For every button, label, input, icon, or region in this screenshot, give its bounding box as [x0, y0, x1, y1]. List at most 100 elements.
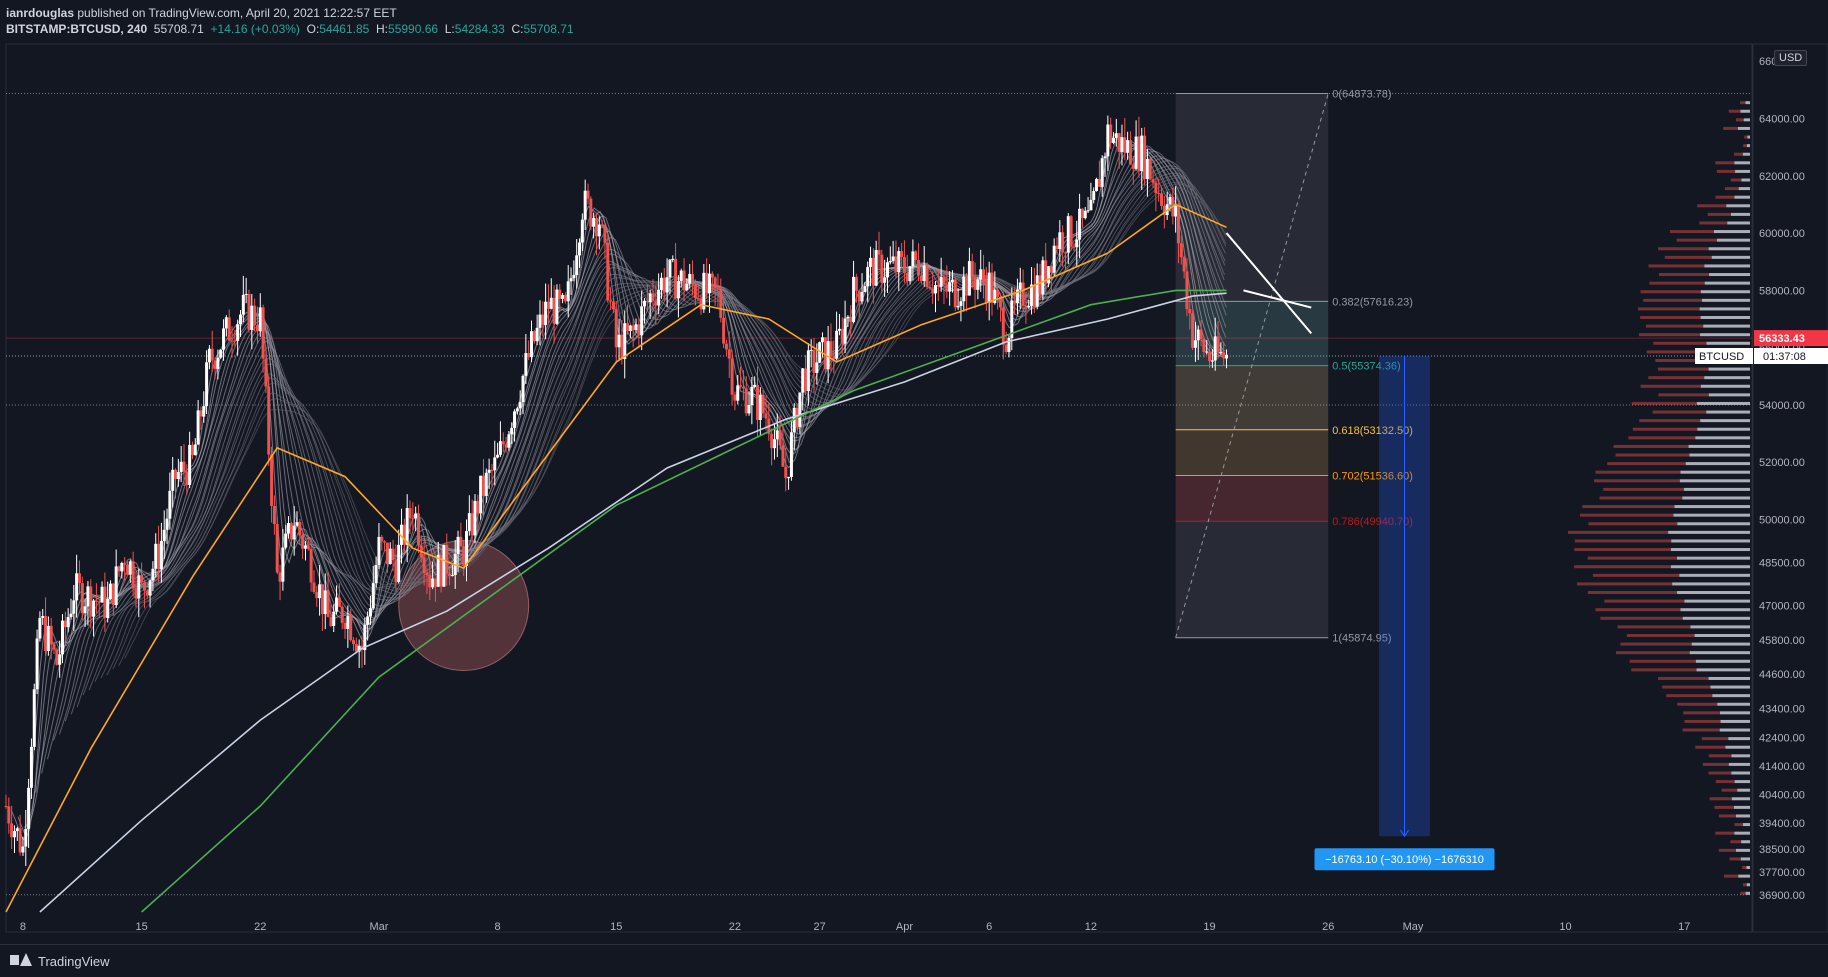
candle-body [1114, 133, 1118, 139]
volume-profile-bar [1587, 556, 1677, 560]
candle-body [1066, 216, 1070, 253]
volume-profile-bar [1703, 324, 1750, 328]
candle-body [1191, 313, 1195, 348]
candle-body [826, 341, 830, 370]
volume-profile-bar [1740, 109, 1750, 113]
candle-body [1007, 337, 1011, 352]
candle-body [148, 580, 152, 596]
volume-profile-bar [1741, 840, 1750, 844]
volume-profile-bar [1677, 522, 1750, 526]
candle-body [94, 600, 98, 602]
price-chart[interactable]: 0(64873.78) 0.382(57616.23) 0.5(55374.36) 0… [0, 0, 1828, 944]
candle-body [691, 273, 695, 285]
candle-body [730, 358, 734, 395]
candle-body [416, 513, 420, 546]
candle-body [770, 433, 774, 449]
candle-body [171, 469, 175, 491]
time-tick-label: 15 [610, 921, 622, 933]
candle-body [255, 325, 259, 332]
candle-body [914, 251, 918, 261]
candle-body [843, 318, 847, 344]
candle-body [628, 325, 632, 332]
candle-body [804, 368, 808, 392]
candle-body [1225, 354, 1229, 359]
volume-profile-bar [1577, 582, 1673, 586]
candle-body [92, 600, 96, 617]
volume-profile-bar [1600, 616, 1683, 620]
candle-body [32, 689, 36, 747]
open-value: 54461.85 [319, 22, 370, 36]
volume-profile-bar [1700, 316, 1750, 320]
volume-profile-bar [1677, 591, 1750, 595]
volume-profile-bar [1709, 797, 1732, 801]
candle-body [902, 256, 906, 273]
volume-profile-bar [1745, 891, 1750, 895]
volume-profile-bar [1668, 530, 1750, 534]
candle-body [247, 293, 251, 330]
candle-body [100, 586, 104, 603]
candle-body [623, 323, 627, 360]
candle-body [561, 295, 565, 299]
candle-body [405, 508, 409, 545]
candle-body [1109, 124, 1113, 143]
volume-profile-bar [1747, 135, 1750, 139]
tradingview-logo[interactable]: TradingView [10, 953, 110, 969]
candle-body [1179, 243, 1183, 258]
candle-body [27, 787, 31, 829]
volume-profile-bar [1677, 702, 1718, 706]
high-label: H: [376, 22, 389, 36]
volume-profile-bar [1706, 341, 1750, 345]
published-text: published on TradingView.com, April 20, … [77, 6, 397, 20]
volume-profile-bar [1724, 187, 1739, 191]
volume-profile-bar [1740, 891, 1746, 895]
candle-body [397, 544, 401, 582]
symbol-label[interactable]: BITSTAMP:BTCUSD, 240 [6, 22, 148, 36]
volume-profile-bar [1688, 444, 1750, 448]
candle-body [244, 293, 248, 295]
volume-profile-bar [1680, 470, 1750, 474]
candle-body [617, 334, 621, 348]
candle-body [852, 276, 856, 322]
candle-body [456, 536, 460, 555]
measure-label: −16763.10 (−30.10%) −1676310 [1325, 854, 1484, 866]
trendline [1225, 232, 1313, 334]
candle-body [812, 349, 816, 373]
candle-body [1061, 232, 1065, 253]
candle-body [1069, 216, 1073, 247]
candle-body [945, 284, 949, 292]
volume-profile-bar [1674, 505, 1750, 509]
candle-body [154, 543, 158, 569]
moving-average-line [39, 292, 1227, 913]
candle-body [38, 617, 42, 639]
volume-profile-bar [1655, 358, 1708, 362]
candle-body [1148, 158, 1152, 180]
candle-body [298, 522, 302, 536]
author-name[interactable]: ianrdouglas [6, 6, 75, 20]
candle-body [258, 307, 262, 332]
candle-body [1038, 275, 1042, 295]
candle-body [1013, 300, 1017, 304]
candle-body [1041, 260, 1045, 295]
candle-body [761, 394, 765, 414]
candle-body [106, 599, 110, 618]
moving-average-line [141, 289, 1227, 913]
candle-body [987, 272, 991, 303]
candle-body [1063, 252, 1067, 254]
candle-body [724, 343, 728, 350]
volume-profile-bar [1735, 169, 1750, 173]
candle-body [1075, 239, 1079, 248]
time-tick-label: 6 [986, 921, 992, 933]
volume-profile-bar [1615, 651, 1690, 655]
candle-body [541, 314, 545, 325]
candle-body [594, 218, 598, 237]
volume-profile-bar [1691, 642, 1750, 646]
volume-profile-bar [1728, 737, 1750, 741]
candle-body [1182, 257, 1186, 272]
volume-profile-bar [1657, 676, 1709, 680]
close-value: 55708.71 [523, 22, 574, 36]
candle-body [193, 444, 197, 456]
candle-body [1168, 196, 1172, 205]
candle-body [818, 342, 822, 363]
currency-button[interactable]: USD [1774, 50, 1808, 66]
candle-body [589, 198, 593, 227]
